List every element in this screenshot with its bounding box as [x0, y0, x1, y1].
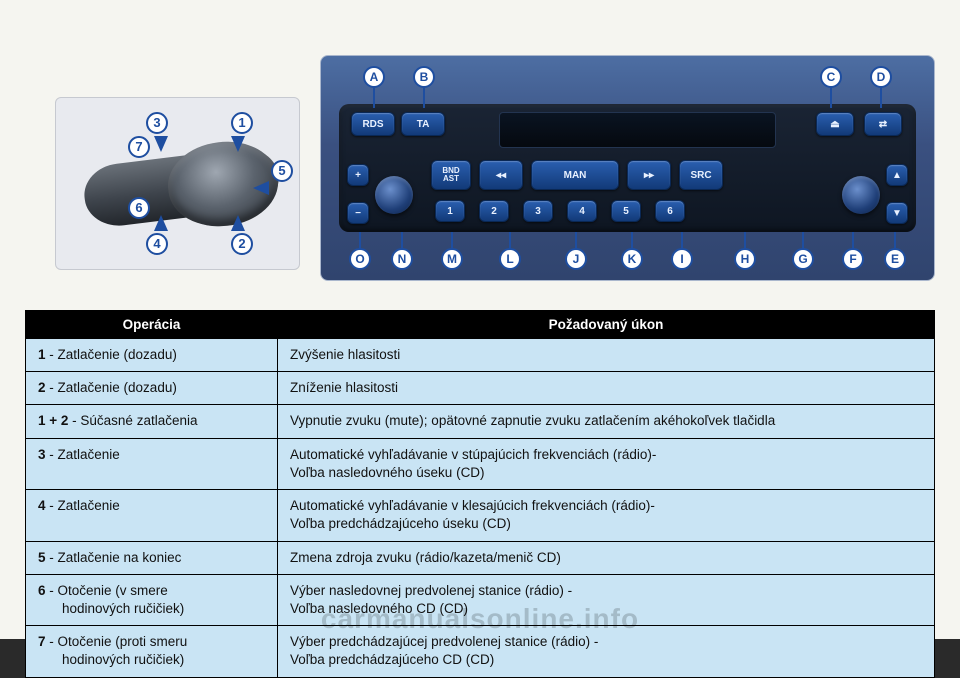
leader-line — [359, 232, 361, 248]
tone-knob[interactable] — [842, 176, 880, 214]
leader-line — [423, 88, 425, 108]
leader-line — [451, 232, 453, 248]
arrow-icon — [253, 181, 269, 195]
preset-2-button[interactable]: 2 — [479, 200, 509, 222]
radio-figure: RDS TA ⏏ ⇄ + − BND AST ◂◂ MAN ▸▸ SRC ▲ ▼… — [320, 55, 935, 281]
table-row: 1 - Zatlačenie (dozadu)Zvýšenie hlasitos… — [26, 339, 935, 372]
man-button[interactable]: MAN — [531, 160, 619, 190]
leader-line — [894, 232, 896, 248]
leader-line — [631, 232, 633, 248]
eject-button[interactable]: ⏏ — [816, 112, 854, 136]
leader-line — [681, 232, 683, 248]
table-row: 5 - Zatlačenie na koniecZmena zdroja zvu… — [26, 541, 935, 574]
radio-label-f: F — [842, 248, 864, 270]
table-row: 1 + 2 - Súčasné zatlačeniaVypnutie zvuku… — [26, 405, 935, 438]
leader-line — [509, 232, 511, 248]
table-header-row: Operácia Požadovaný úkon — [26, 311, 935, 339]
ta-button[interactable]: TA — [401, 112, 445, 136]
leader-line — [802, 232, 804, 248]
preset-1-button[interactable]: 1 — [435, 200, 465, 222]
leader-line — [575, 232, 577, 248]
preset-4-button[interactable]: 4 — [567, 200, 597, 222]
preset-3-button[interactable]: 3 — [523, 200, 553, 222]
table-row: 7 - Otočenie (proti smeruhodinových ruči… — [26, 626, 935, 677]
radio-label-a: A — [363, 66, 385, 88]
stalk-label-4: 4 — [146, 233, 168, 255]
down-button[interactable]: ▼ — [886, 202, 908, 224]
cell-ukon: Automatické vyhľadávanie v klesajúcich f… — [278, 490, 935, 541]
leader-line — [401, 232, 403, 248]
preset-6-button[interactable]: 6 — [655, 200, 685, 222]
cell-operacia: 4 - Zatlačenie — [26, 490, 278, 541]
leader-line — [744, 232, 746, 248]
cell-ukon: Výber nasledovnej predvolenej stanice (r… — [278, 574, 935, 625]
radio-label-j: J — [565, 248, 587, 270]
page: 1 2 3 4 5 6 7 RDS TA ⏏ ⇄ + − — [0, 0, 960, 639]
src-button[interactable]: SRC — [679, 160, 723, 190]
cell-operacia: 6 - Otočenie (v smerehodinových ručičiek… — [26, 574, 278, 625]
radio-label-m: M — [441, 248, 463, 270]
rds-button[interactable]: RDS — [351, 112, 395, 136]
cell-operacia: 1 + 2 - Súčasné zatlačenia — [26, 405, 278, 438]
figures-row: 1 2 3 4 5 6 7 RDS TA ⏏ ⇄ + − — [25, 36, 935, 300]
arrow-icon — [154, 136, 168, 152]
stalk-label-2: 2 — [231, 233, 253, 255]
radio-label-d: D — [870, 66, 892, 88]
reverse-button[interactable]: ⇄ — [864, 112, 902, 136]
radio-label-o: O — [349, 248, 371, 270]
cell-operacia: 2 - Zatlačenie (dozadu) — [26, 372, 278, 405]
arrow-icon — [231, 136, 245, 152]
radio-label-k: K — [621, 248, 643, 270]
col-operacia: Operácia — [26, 311, 278, 339]
stalk-label-3: 3 — [146, 112, 168, 134]
radio-label-n: N — [391, 248, 413, 270]
cell-operacia: 7 - Otočenie (proti smeruhodinových ruči… — [26, 626, 278, 677]
radio-label-e: E — [884, 248, 906, 270]
arrow-icon — [154, 215, 168, 231]
radio-label-b: B — [413, 66, 435, 88]
bnd-ast-button[interactable]: BND AST — [431, 160, 471, 190]
vol-plus-button[interactable]: + — [347, 164, 369, 186]
radio-panel: RDS TA ⏏ ⇄ + − BND AST ◂◂ MAN ▸▸ SRC ▲ ▼… — [339, 104, 916, 232]
radio-label-c: C — [820, 66, 842, 88]
rewind-button[interactable]: ◂◂ — [479, 160, 523, 190]
up-button[interactable]: ▲ — [886, 164, 908, 186]
radio-label-l: L — [499, 248, 521, 270]
cell-ukon: Zníženie hlasitosti — [278, 372, 935, 405]
stalk-label-7: 7 — [128, 136, 150, 158]
stalk-label-6: 6 — [128, 197, 150, 219]
stalk-figure: 1 2 3 4 5 6 7 — [55, 97, 300, 270]
cell-operacia: 5 - Zatlačenie na koniec — [26, 541, 278, 574]
leader-line — [830, 88, 832, 108]
stalk-label-1: 1 — [231, 112, 253, 134]
preset-5-button[interactable]: 5 — [611, 200, 641, 222]
cassette-slot — [499, 112, 776, 148]
leader-line — [880, 88, 882, 108]
cell-ukon: Zvýšenie hlasitosti — [278, 339, 935, 372]
power-knob[interactable] — [375, 176, 413, 214]
table-row: 2 - Zatlačenie (dozadu)Zníženie hlasitos… — [26, 372, 935, 405]
cell-ukon: Výber predchádzajúcej predvolenej stanic… — [278, 626, 935, 677]
stalk-label-5: 5 — [271, 160, 293, 182]
forward-button[interactable]: ▸▸ — [627, 160, 671, 190]
leader-line — [852, 232, 854, 248]
vol-minus-button[interactable]: − — [347, 202, 369, 224]
table-row: 3 - ZatlačenieAutomatické vyhľadávanie v… — [26, 438, 935, 489]
leader-line — [373, 88, 375, 108]
col-pozadovany-ukon: Požadovaný úkon — [278, 311, 935, 339]
cell-ukon: Vypnutie zvuku (mute); opätovné zapnutie… — [278, 405, 935, 438]
arrow-icon — [231, 215, 245, 231]
cell-operacia: 1 - Zatlačenie (dozadu) — [26, 339, 278, 372]
table-row: 4 - ZatlačenieAutomatické vyhľadávanie v… — [26, 490, 935, 541]
cell-ukon: Zmena zdroja zvuku (rádio/kazeta/menič C… — [278, 541, 935, 574]
table-row: 6 - Otočenie (v smerehodinových ručičiek… — [26, 574, 935, 625]
radio-label-i: I — [671, 248, 693, 270]
radio-label-g: G — [792, 248, 814, 270]
radio-label-h: H — [734, 248, 756, 270]
cell-ukon: Automatické vyhľadávanie v stúpajúcich f… — [278, 438, 935, 489]
cell-operacia: 3 - Zatlačenie — [26, 438, 278, 489]
controls-table: Operácia Požadovaný úkon 1 - Zatlačenie … — [25, 310, 935, 678]
